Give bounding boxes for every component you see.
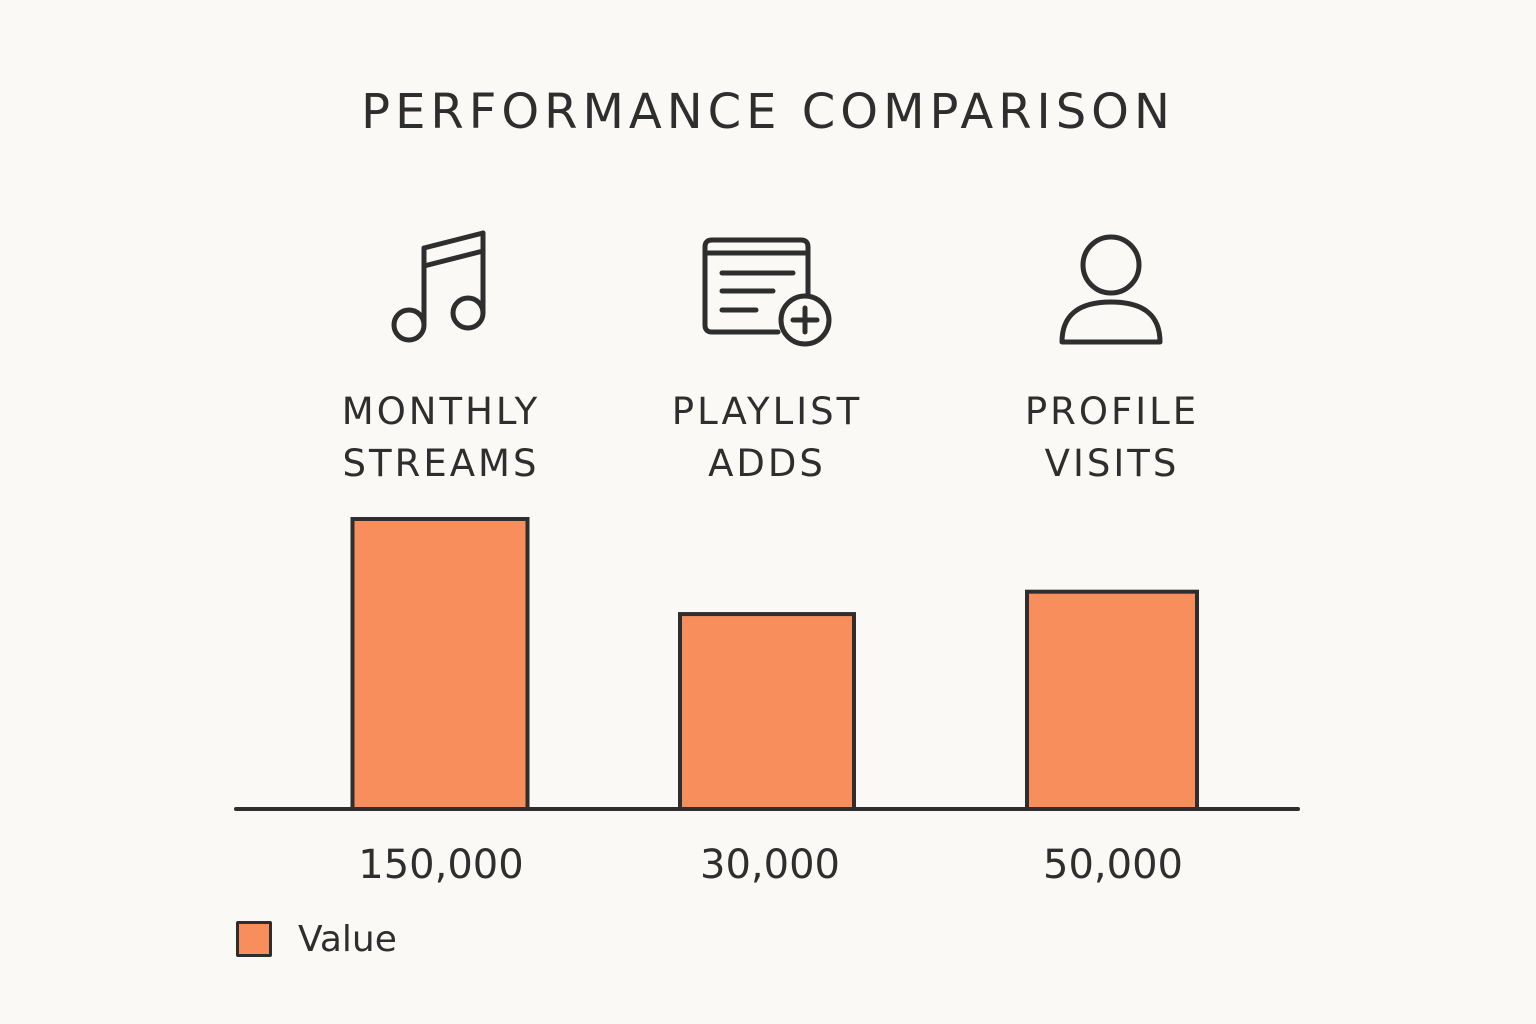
legend-label: Value: [298, 918, 397, 960]
category-label-line: MONTHLY: [341, 390, 541, 433]
category-label-line: STREAMS: [342, 442, 540, 485]
category-label-line: ADDS: [708, 442, 826, 485]
data-label-playlist-adds: 30,000: [700, 842, 840, 888]
category-label-profile-visits: PROFILE VISITS: [962, 386, 1262, 490]
user-profile-icon: [1059, 234, 1163, 345]
playlist-add-icon: [702, 237, 832, 347]
chart-title: PERFORMANCE COMPARISON: [361, 84, 1175, 140]
category-label-line: VISITS: [1044, 442, 1180, 485]
bars-group: [350, 517, 1199, 812]
legend-swatch: [236, 921, 272, 957]
bar-monthly-streams: [350, 517, 530, 811]
data-label-monthly-streams: 150,000: [358, 842, 524, 888]
category-label-line: PROFILE: [1024, 390, 1200, 433]
category-label-playlist-adds: PLAYLIST ADDS: [617, 386, 917, 490]
bar-profile-visits: [1025, 589, 1199, 811]
bar-playlist-adds: [678, 612, 856, 812]
data-label-profile-visits: 50,000: [1043, 842, 1183, 888]
category-label-line: PLAYLIST: [671, 390, 863, 433]
legend: Value: [236, 918, 397, 960]
music-note-icon: [391, 230, 486, 343]
category-label-monthly-streams: MONTHLY STREAMS: [291, 386, 591, 490]
